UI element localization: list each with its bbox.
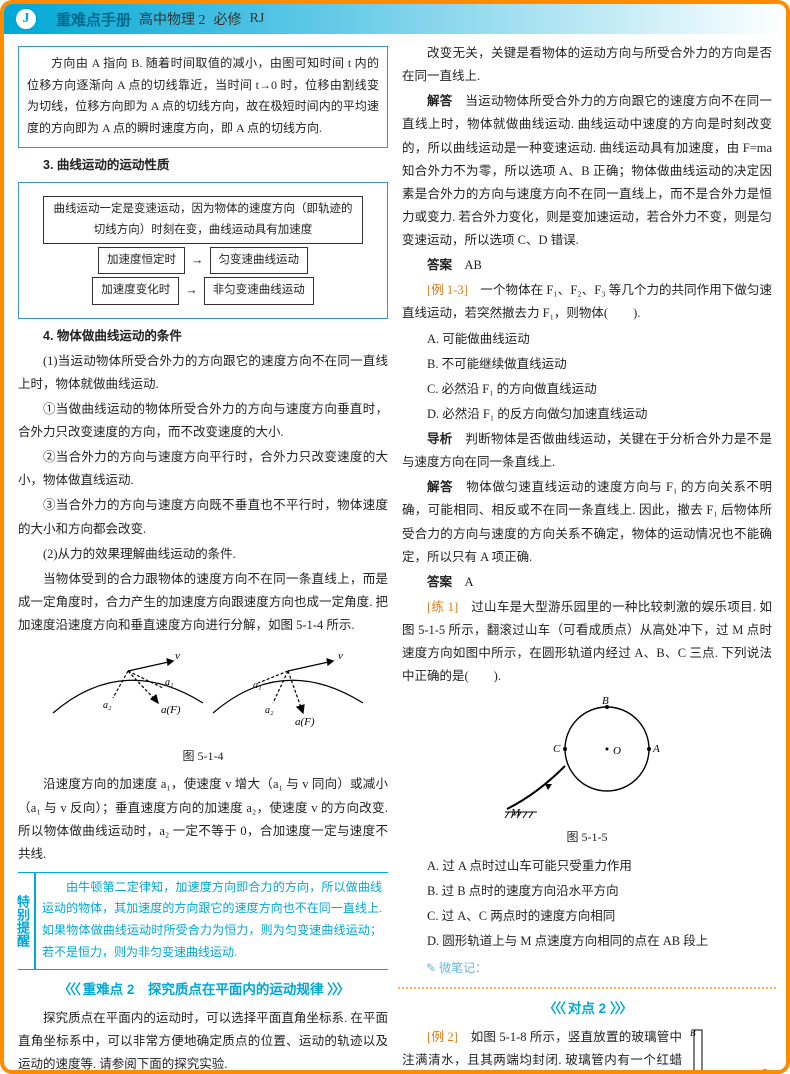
point-2-banner: 〈〈〈 对点 2 〉〉〉 [402, 997, 772, 1022]
banner-text: 对点 2 [568, 1001, 606, 1016]
banner-text: 重难点 2 探究质点在平面内的运动规律 [83, 982, 324, 997]
svg-text:B: B [690, 1028, 696, 1038]
book-title: 重难点手册 [56, 9, 131, 30]
body-text: 沿速度方向的加速度 a₁，使速度 v 增大（a₁ 与 v 同向）或减小（a₁ 与… [18, 773, 388, 866]
svg-text:a₁: a₁ [253, 680, 261, 691]
page-frame: J 重难点手册 高中物理 2 必修 RJ 方向由 A 指向 B. 随着时间取值的… [0, 0, 790, 1074]
arrow-icon: → [191, 249, 204, 272]
right-column: 改变无关，关键是看物体的运动方向与所受合外力的方向是否在同一直线上. 解答 当运… [402, 42, 772, 1062]
solution-text: 解答 物体做匀速直线运动的速度方向与 F₁ 的方向关系不明确，可能相同、相反或不… [402, 476, 772, 569]
option-d: D. 必然沿 F₁ 的反方向做匀加速直线运动 [402, 403, 772, 426]
example-1-3: [例 1-3] 一个物体在 F₁、F₂、F₃ 等几个力的共同作用下做匀速直线运动… [402, 279, 772, 325]
solution-text: 解答 当运动物体所受合外力的方向跟它的速度方向不在同一直线上时，物体就做曲线运动… [402, 90, 772, 252]
analysis-text: 导析 判断物体是否做曲线运动，关键在于分析合外力是不是与速度方向在同一条直线上. [402, 428, 772, 474]
flow-left-1: 加速度恒定时 [98, 247, 185, 274]
flow-left-2: 加速度变化时 [92, 277, 179, 304]
option-a: A. 过 A 点时过山车可能只受重力作用 [402, 855, 772, 878]
req-label: 必修 [214, 9, 242, 29]
figure-5-1-5: O A B C M 图 5-1-5 [402, 694, 772, 848]
logo-icon: J [14, 7, 38, 31]
svg-text:D: D [761, 1068, 769, 1074]
body-text: (1)当运动物体所受合外力的方向跟它的速度方向不在同一直线上时，物体就做曲线运动… [18, 350, 388, 396]
left-column: 方向由 A 指向 B. 随着时间取值的减小，由图可知时间 t 内的位移方向逐渐向… [18, 42, 388, 1062]
svg-text:v: v [338, 650, 343, 662]
svg-text:a₂: a₂ [103, 700, 112, 711]
arrow-icon: → [185, 279, 198, 302]
flowchart-box: 曲线运动一定是变速运动，因为物体的速度方向（即轨迹的切线方向）时刻在变，曲线运动… [18, 182, 388, 319]
option-c: C. 必然沿 F₁ 的方向做直线运动 [402, 378, 772, 401]
body-text: 探究质点在平面内的运动时，可以选择平面直角坐标系. 在平面直角坐标系中，可以非常… [18, 1007, 388, 1074]
flow-right-2: 非匀变速曲线运动 [204, 277, 314, 304]
section-4-title: 4. 物体做曲线运动的条件 [18, 325, 388, 348]
section-3-title: 3. 曲线运动的运动性质 [18, 154, 388, 177]
option-b: B. 过 B 点时的速度方向沿水平方向 [402, 880, 772, 903]
tip-text: 由牛顿第二定律知，加速度方向即合力的方向，所以做曲线运动的物体，其加速度的方向跟… [42, 877, 382, 963]
figure-5-1-4: v a(F) a₂ a₁ v a(F) a₁ a₂ 图 5-1-4 [18, 643, 388, 767]
figure-5-1-8: A B C D 30° 图 5-1-8 [688, 1026, 772, 1074]
svg-text:v: v [175, 650, 180, 662]
flow-right-1: 匀变速曲线运动 [210, 247, 309, 274]
two-column-body: 方向由 A 指向 B. 随着时间取值的减小，由图可知时间 t 内的位移方向逐渐向… [4, 34, 786, 1070]
micro-notes: ✎ 微笔记： [402, 957, 772, 979]
answer-text: 答案 AB [402, 254, 772, 277]
answer-text: 答案 A [402, 571, 772, 594]
svg-text:A: A [652, 743, 660, 755]
body-text: ②当合外力的方向与速度方向平行时，合外力只改变速度的大小，物体做直线运动. [18, 446, 388, 492]
example-2: [例 2] 如图 5-1-8 所示，竖直放置的玻璃管中注满清水，且其两端均封闭.… [402, 1026, 682, 1074]
practice-1: [练 1] 过山车是大型游乐园里的一种比较刺激的娱乐项目. 如图 5-1-5 所… [402, 596, 772, 689]
subject-label: 高中物理 2 [139, 9, 206, 29]
svg-text:a₂: a₂ [265, 705, 274, 716]
intro-text: 方向由 A 指向 B. 随着时间取值的减小，由图可知时间 t 内的位移方向逐渐向… [27, 53, 379, 139]
body-text: 当物体受到的合力跟物体的速度方向不在同一条直线上，而是成一定角度时，合力产生的加… [18, 568, 388, 637]
dotted-divider [398, 987, 776, 989]
option-b: B. 不可能继续做直线运动 [402, 353, 772, 376]
body-text: ③当合外力的方向与速度方向既不垂直也不平行时，物体速度的大小和方向都会改变. [18, 494, 388, 540]
svg-text:a(F): a(F) [295, 716, 315, 728]
body-text: (2)从力的效果理解曲线运动的条件. [18, 543, 388, 566]
code-label: RJ [250, 11, 265, 27]
option-c: C. 过 A、C 两点时的速度方向相同 [402, 905, 772, 928]
fig-515-caption: 图 5-1-5 [402, 826, 772, 848]
body-text: 改变无关，关键是看物体的运动方向与所受合外力的方向是否在同一直线上. [402, 42, 772, 88]
svg-text:a₁: a₁ [165, 677, 173, 688]
svg-text:O: O [613, 745, 621, 757]
svg-text:B: B [602, 695, 609, 707]
body-text: ①当做曲线运动的物体所受合外力的方向与速度方向垂直时，合外力只改变速度的方向，而… [18, 398, 388, 444]
special-tip: 特别提醒 由牛顿第二定律知，加速度方向即合力的方向，所以做曲线运动的物体，其加速… [18, 872, 388, 970]
flow-top: 曲线运动一定是变速运动，因为物体的速度方向（即轨迹的切线方向）时刻在变，曲线运动… [43, 196, 363, 245]
fig-514-caption: 图 5-1-4 [18, 745, 388, 767]
tip-label: 特别提醒 [18, 873, 36, 969]
option-a: A. 可能做曲线运动 [402, 328, 772, 351]
svg-text:a(F): a(F) [161, 704, 181, 716]
difficulties-2-banner: 〈〈〈 重难点 2 探究质点在平面内的运动规律 〉〉〉 [18, 978, 388, 1003]
option-d: D. 圆形轨道上与 M 点速度方向相同的点在 AB 段上 [402, 930, 772, 953]
intro-box: 方向由 A 指向 B. 随着时间取值的减小，由图可知时间 t 内的位移方向逐渐向… [18, 46, 388, 148]
svg-text:C: C [553, 743, 561, 755]
page-header: J 重难点手册 高中物理 2 必修 RJ [4, 4, 786, 34]
